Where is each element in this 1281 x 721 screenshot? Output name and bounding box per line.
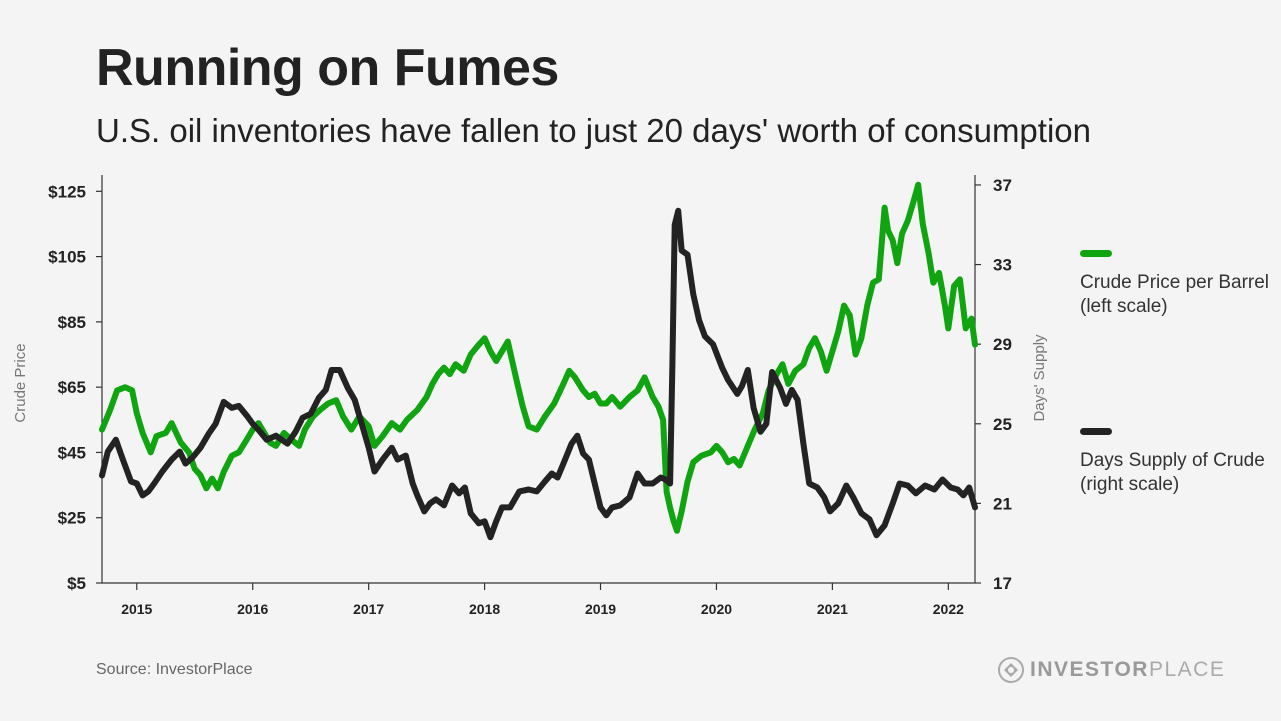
x-tick-label: 2019 bbox=[585, 601, 616, 617]
chart-subtitle: U.S. oil inventories have fallen to just… bbox=[96, 112, 1091, 149]
x-tick-label: 2020 bbox=[701, 601, 732, 617]
y-right-tick-label: 33 bbox=[993, 256, 1012, 275]
x-tick-label: 2015 bbox=[121, 601, 152, 617]
y-left-axis-label: Crude Price bbox=[12, 343, 29, 422]
legend-price-label: Crude Price per Barrel (left scale) bbox=[1080, 272, 1270, 317]
y-left-tick-label: $25 bbox=[58, 509, 86, 528]
y-right-axis-label: Days' Supply bbox=[1031, 334, 1048, 422]
y-right-tick-label: 29 bbox=[993, 335, 1012, 354]
plot-frame bbox=[96, 175, 981, 590]
series-layer bbox=[99, 181, 978, 541]
legend-supply: Days Supply of Crude (right scale) bbox=[1080, 428, 1270, 497]
y-left-tick-label: $5 bbox=[67, 574, 86, 593]
x-tick-label: 2018 bbox=[469, 601, 500, 617]
y-left-tick-label: $65 bbox=[58, 378, 86, 397]
price-series-line bbox=[99, 181, 978, 534]
chart-title: Running on Fumes bbox=[96, 39, 559, 97]
logo-text-light: PLACE bbox=[1148, 658, 1226, 681]
y-right-tick-label: 17 bbox=[993, 574, 1012, 593]
legend-price: Crude Price per Barrel (left scale) bbox=[1080, 250, 1270, 319]
y-right-tick-label: 37 bbox=[993, 176, 1012, 195]
tick-labels: $5 $25 $45 $65 $85 $105 $125 17 21 25 29 33 37 2015 20… bbox=[48, 176, 1012, 617]
x-tick-label: 2017 bbox=[353, 601, 384, 617]
x-tick-label: 2021 bbox=[817, 601, 848, 617]
supply-series-line bbox=[99, 207, 978, 541]
y-left-tick-label: $85 bbox=[58, 313, 86, 332]
x-tick-label: 2016 bbox=[237, 601, 268, 617]
legend-supply-swatch bbox=[1080, 428, 1112, 435]
y-right-tick-label: 21 bbox=[993, 494, 1012, 513]
logo-mark-icon bbox=[998, 657, 1024, 683]
y-left-tick-label: $45 bbox=[58, 443, 86, 462]
x-tick-label: 2022 bbox=[933, 601, 964, 617]
y-left-tick-label: $105 bbox=[48, 248, 86, 267]
investorplace-logo: INVESTOR PLACE bbox=[998, 657, 1225, 683]
y-left-tick-label: $125 bbox=[48, 182, 86, 201]
legend-supply-label: Days Supply of Crude (right scale) bbox=[1080, 450, 1265, 495]
source-note: Source: InvestorPlace bbox=[96, 661, 253, 678]
logo-text-strong: INVESTOR bbox=[1030, 658, 1149, 681]
y-right-tick-label: 25 bbox=[993, 415, 1012, 434]
legend-price-swatch bbox=[1080, 250, 1112, 257]
